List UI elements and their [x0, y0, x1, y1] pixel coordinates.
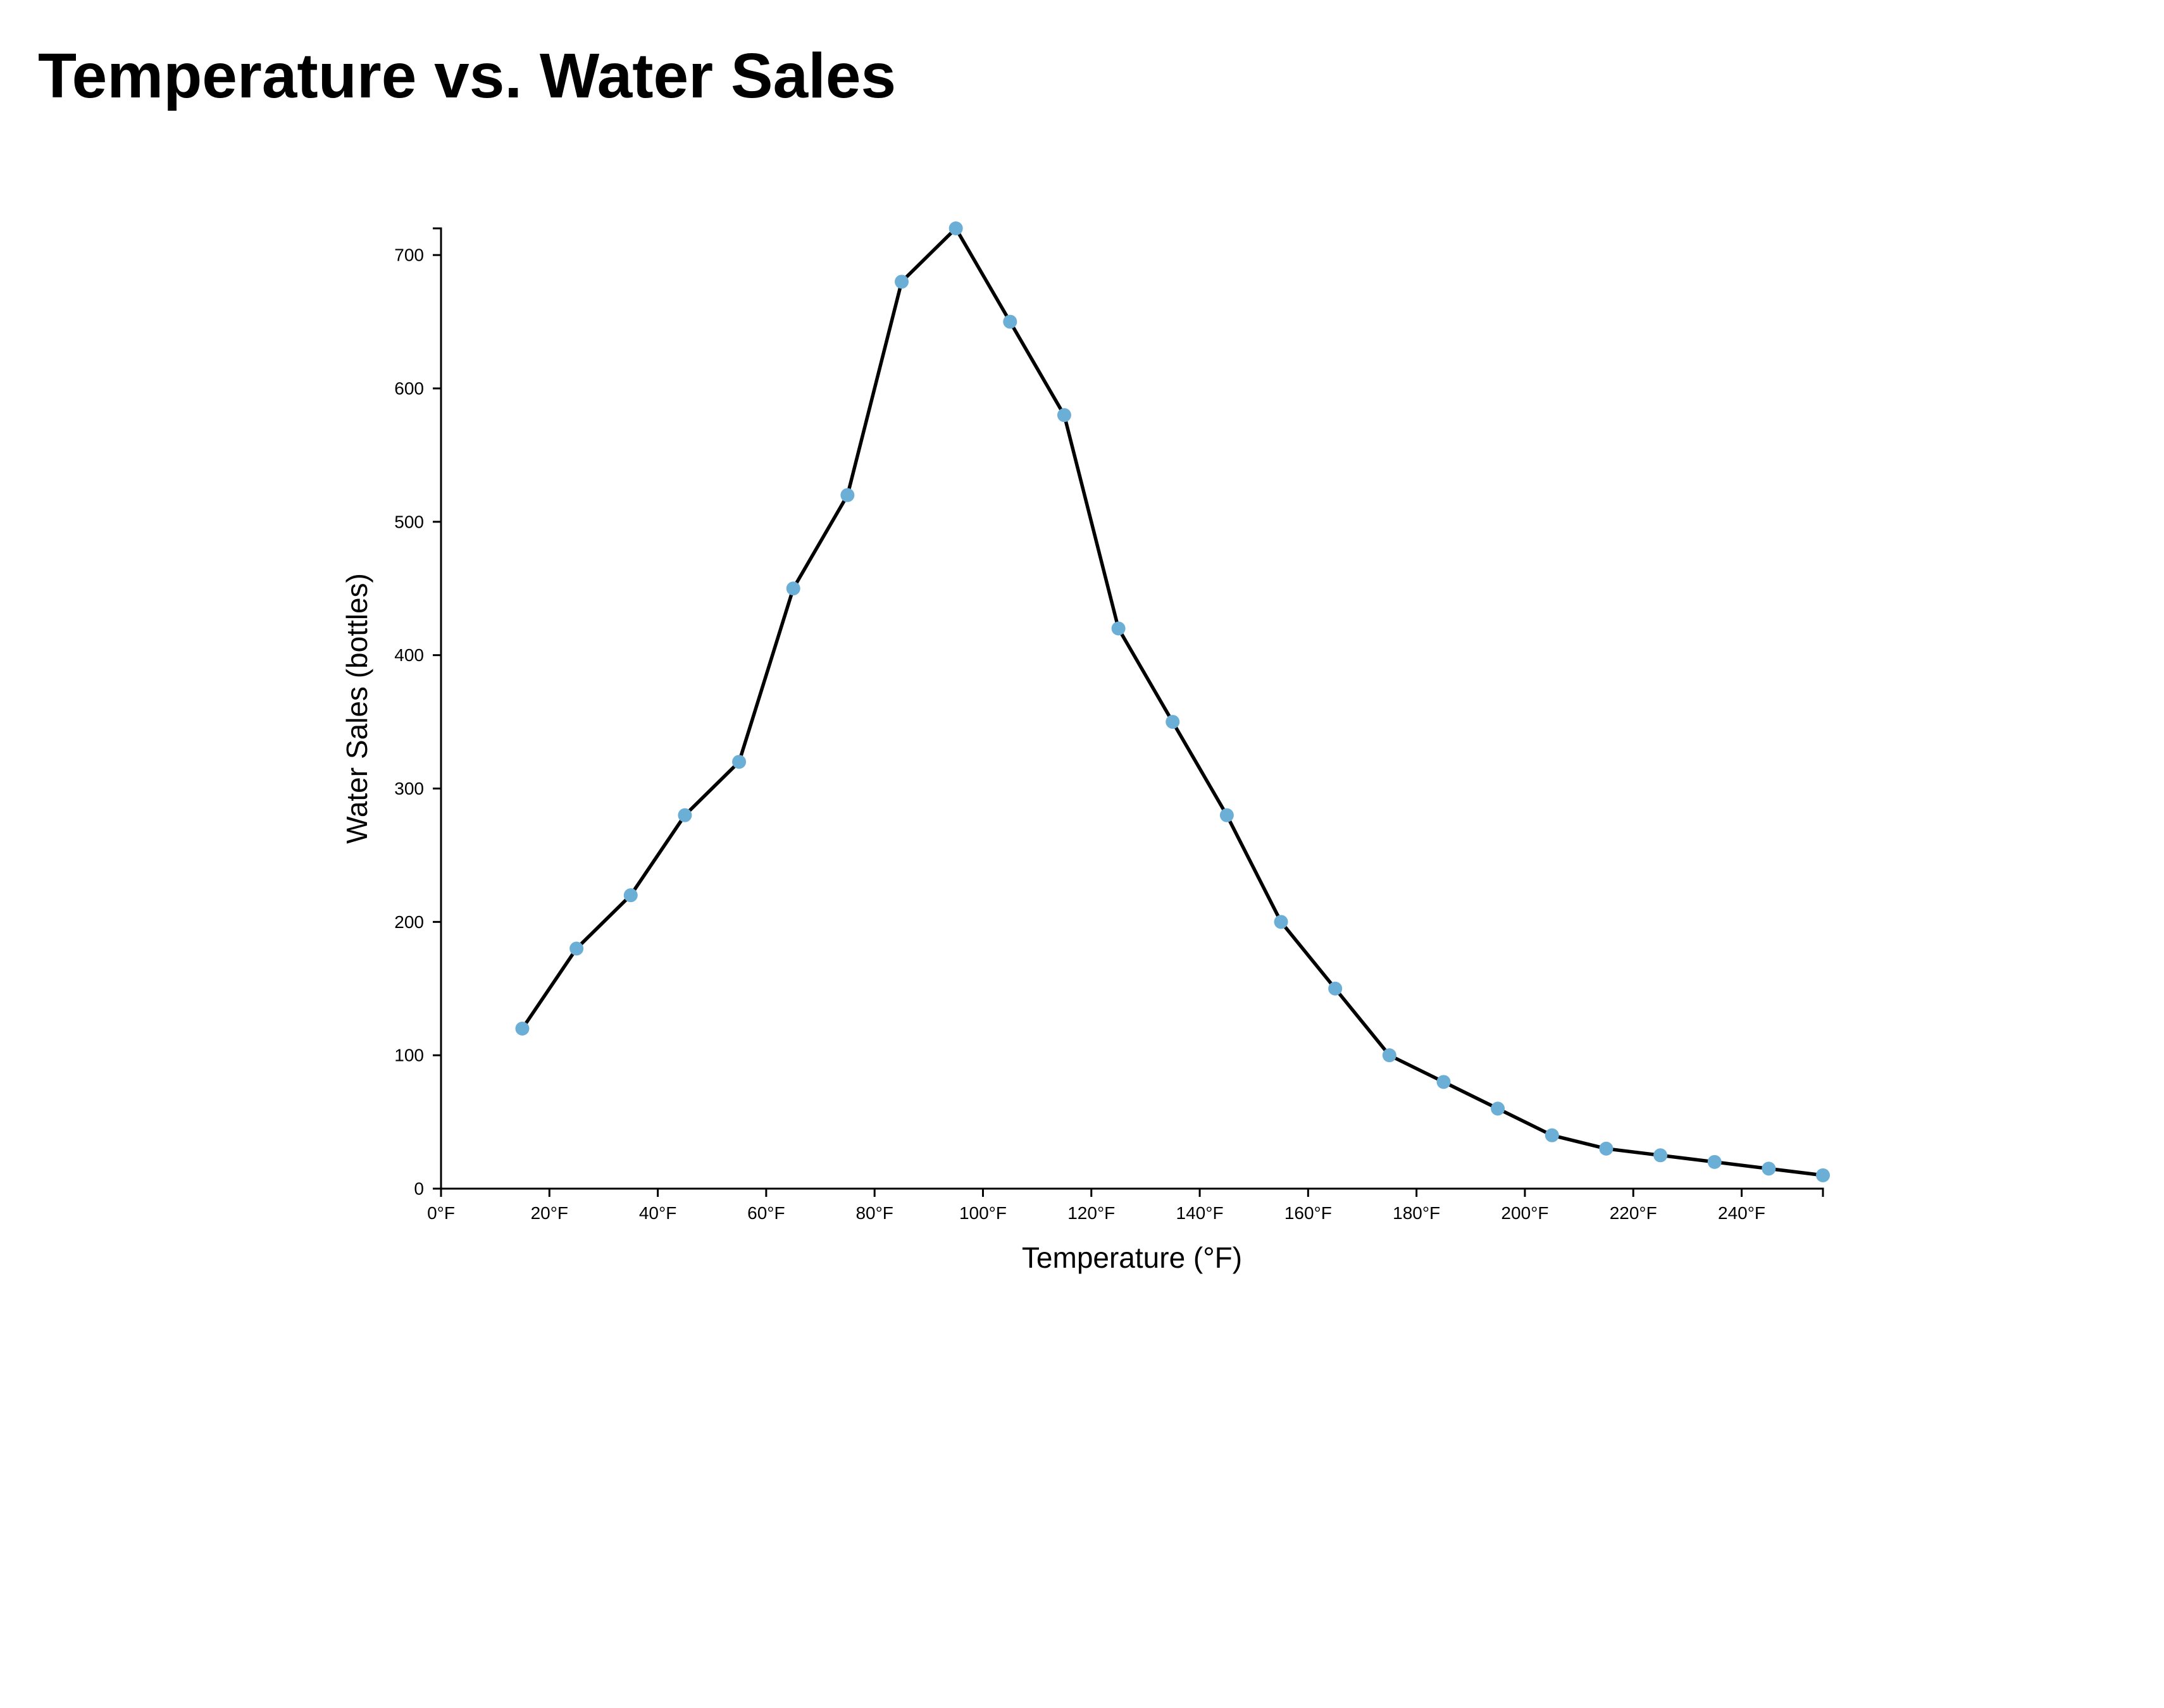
data-point: [1491, 1101, 1505, 1116]
data-point: [1762, 1161, 1776, 1176]
data-point: [623, 888, 638, 903]
data-point: [1003, 314, 1017, 329]
page-title: Temperature vs. Water Sales: [38, 40, 897, 111]
data-point: [948, 221, 963, 235]
data-point: [1545, 1128, 1559, 1142]
series-line: [521, 226, 1824, 1177]
x-axis-title: Temperature (°F): [1022, 1241, 1242, 1274]
y-tick-label: 600: [394, 379, 424, 399]
x-tick-label: 80°F: [855, 1203, 893, 1223]
x-tick-label: 220°F: [1610, 1203, 1657, 1223]
data-point: [1328, 981, 1343, 996]
x-tick-label: 120°F: [1067, 1203, 1115, 1223]
x-tick-label: 140°F: [1176, 1203, 1224, 1223]
data-point: [895, 275, 909, 289]
data-point: [1816, 1168, 1830, 1182]
x-tick-label: 20°F: [531, 1203, 568, 1223]
x-tick-label: 0°F: [427, 1203, 455, 1223]
x-tick-label: 240°F: [1718, 1203, 1765, 1223]
data-point: [786, 581, 800, 596]
x-tick-label: 60°F: [747, 1203, 785, 1223]
data-point: [1599, 1141, 1614, 1156]
y-tick-label: 300: [394, 779, 424, 798]
data-point: [678, 808, 692, 822]
data-point: [515, 1022, 530, 1036]
y-tick-label: 400: [394, 645, 424, 665]
y-tick-label: 100: [394, 1046, 424, 1065]
y-tick-label: 200: [394, 912, 424, 932]
y-tick-label: 700: [394, 245, 424, 265]
x-tick-label: 160°F: [1284, 1203, 1332, 1223]
x-axis-line: [440, 1187, 1824, 1197]
data-point: [569, 941, 584, 956]
data-point: [1653, 1148, 1668, 1163]
x-tick-label: 200°F: [1501, 1203, 1548, 1223]
data-point: [1382, 1048, 1396, 1063]
data-point: [1111, 621, 1126, 636]
data-point: [732, 755, 747, 769]
y-tick-label: 500: [394, 512, 424, 531]
y-axis: 0 100 200 300 400 500 600 700: [394, 227, 442, 1199]
data-point: [1707, 1154, 1722, 1169]
data-point: [1219, 808, 1234, 822]
y-tick-label: 0: [414, 1179, 424, 1199]
data-point: [1436, 1075, 1451, 1089]
data-point: [1166, 715, 1180, 729]
x-tick-label: 180°F: [1393, 1203, 1440, 1223]
data-point: [1274, 915, 1288, 929]
data-point: [1057, 408, 1071, 423]
x-tick-label: 100°F: [959, 1203, 1007, 1223]
data-point: [840, 488, 855, 502]
y-axis-line: [433, 227, 442, 1190]
x-tick-label: 40°F: [639, 1203, 676, 1223]
y-axis-title: Water Sales (bottles): [340, 573, 373, 844]
x-axis: 0°F 20°F 40°F 60°F 80°F 100°F 120°F 140°F 160°F 1…: [427, 1187, 1824, 1223]
series-layer: [515, 221, 1830, 1182]
